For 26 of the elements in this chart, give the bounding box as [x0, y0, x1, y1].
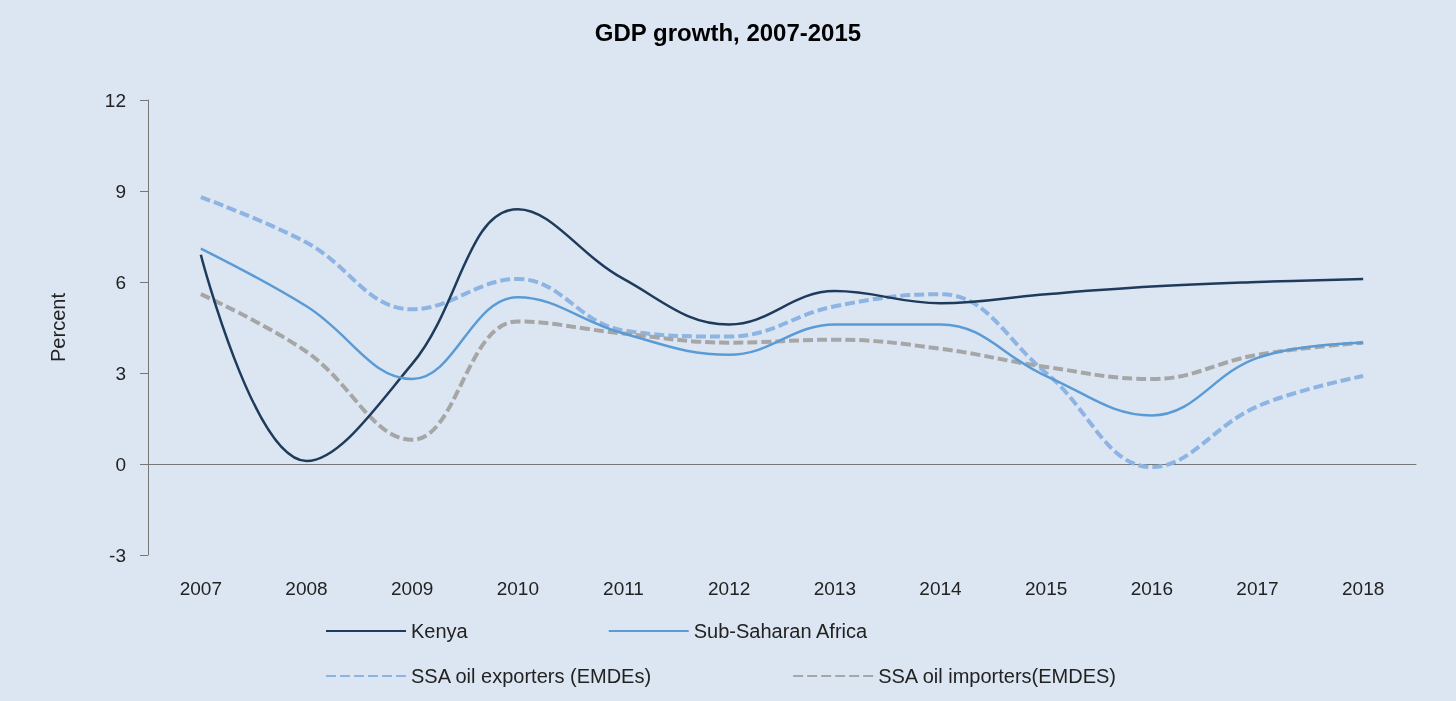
x-tick-label: 2007 — [179, 578, 222, 599]
y-tick-label: 3 — [115, 362, 126, 384]
y-tick-label: 6 — [115, 271, 126, 293]
y-axis-title: Percent — [47, 292, 69, 362]
y-tick-label: 9 — [115, 180, 126, 202]
x-tick-label: 2013 — [813, 578, 856, 599]
x-tick-label: 2017 — [1236, 578, 1279, 599]
x-tick-label: 2008 — [285, 578, 328, 599]
chart-title: GDP growth, 2007-2015 — [594, 18, 862, 46]
x-tick-label: 2015 — [1025, 578, 1068, 599]
x-tick-label: 2018 — [1342, 578, 1385, 599]
legend-label: Kenya — [411, 620, 469, 642]
y-tick-label: 12 — [104, 89, 126, 111]
x-tick-label: 2009 — [391, 578, 434, 599]
x-tick-label: 2014 — [919, 578, 963, 599]
line-series — [198, 292, 1366, 442]
x-tick-label: 2012 — [708, 578, 751, 599]
y-tick-label: -3 — [109, 544, 126, 566]
x-tick-label: 2010 — [496, 578, 539, 599]
y-tick-label: 0 — [115, 453, 126, 475]
legend-label: SSA oil exporters (EMDEs) — [411, 665, 652, 687]
line-series — [199, 247, 1365, 417]
x-tick-label: 2011 — [603, 578, 644, 599]
legend-label: SSA oil importers(EMDES) — [878, 665, 1117, 687]
legend-label: Sub-Saharan Africa — [693, 620, 869, 642]
x-tick-label: 2016 — [1130, 578, 1173, 599]
